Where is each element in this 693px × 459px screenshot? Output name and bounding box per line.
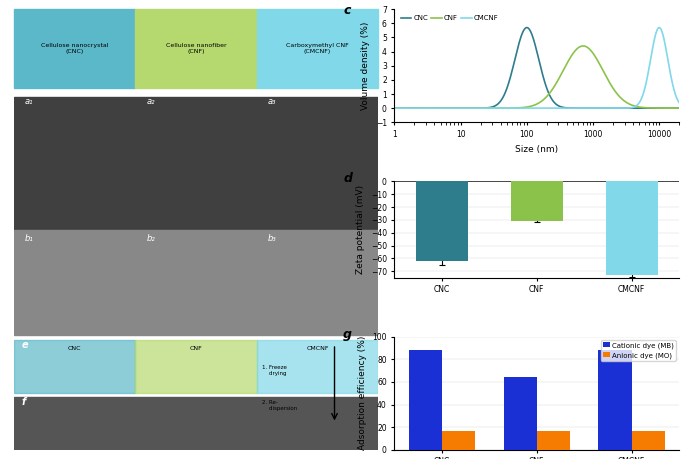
CNC (586, 106, 595, 111)
CNC (523, 25, 531, 30)
Text: 1. Freeze
    drying: 1. Freeze drying (262, 365, 286, 376)
Line: CNC: CNC (394, 28, 679, 108)
CMCNF (586, 106, 594, 111)
Text: 2. Re-
    dispersion: 2. Re- dispersion (262, 400, 297, 411)
Bar (442, 431, 475, 450)
CNC (613, 106, 621, 111)
Bar (409, 350, 442, 450)
CMCNF (612, 106, 620, 111)
Text: g: g (343, 328, 352, 341)
Y-axis label: Zeta potential (mV): Zeta potential (mV) (356, 185, 365, 274)
Bar (511, 181, 563, 221)
Legend: CNC, CNF, CMCNF: CNC, CNF, CMCNF (398, 13, 502, 24)
Bar (537, 431, 570, 450)
Bar (599, 350, 632, 450)
Text: b₁: b₁ (25, 234, 33, 243)
Text: Carboxymethyl CNF
(CMCNF): Carboxymethyl CNF (CMCNF) (286, 44, 349, 54)
Bar (135, 230, 257, 335)
Bar (14, 397, 378, 450)
CMCNF (655, 25, 663, 30)
Text: a₂: a₂ (146, 97, 155, 106)
Legend: Cationic dye (MB), Anionic dye (MO): Cationic dye (MB), Anionic dye (MO) (601, 340, 676, 361)
Bar (257, 9, 378, 89)
Text: f: f (21, 397, 26, 407)
CNC (675, 106, 683, 111)
CNF (617, 96, 626, 101)
Bar (257, 340, 378, 392)
Text: CNC: CNC (68, 346, 81, 351)
CMCNF (419, 106, 428, 111)
Bar (504, 377, 537, 450)
Y-axis label: Volume density (%): Volume density (%) (361, 22, 370, 110)
Text: a₃: a₃ (267, 97, 277, 106)
Text: d: d (343, 172, 352, 185)
Bar (14, 340, 135, 392)
CNF (505, 106, 514, 111)
Line: CNF: CNF (394, 46, 679, 108)
CNC (516, 38, 524, 43)
CMCNF (675, 100, 683, 105)
CNF (579, 43, 587, 49)
CMCNF (516, 106, 524, 111)
Bar (632, 431, 665, 450)
CMCNF (505, 106, 514, 111)
CMCNF (390, 106, 398, 111)
Text: b₂: b₂ (146, 234, 155, 243)
CMCNF (617, 106, 626, 111)
CNC (390, 106, 398, 111)
CNF (675, 106, 683, 111)
CNC (419, 106, 428, 111)
Bar (14, 97, 378, 230)
Bar (14, 9, 135, 89)
Line: CMCNF: CMCNF (394, 28, 679, 108)
X-axis label: Size (nm): Size (nm) (515, 145, 559, 153)
Text: e: e (21, 340, 28, 350)
Bar (135, 340, 257, 392)
CNF (390, 106, 398, 111)
CNF (613, 90, 621, 96)
Bar (135, 9, 257, 89)
CNF (586, 47, 595, 52)
Text: a₁: a₁ (25, 97, 33, 106)
Text: Cellulose nanofiber
(CNF): Cellulose nanofiber (CNF) (166, 44, 227, 54)
Bar (416, 181, 468, 261)
Text: Cellulose nanocrystal
(CNC): Cellulose nanocrystal (CNC) (41, 44, 108, 54)
Bar (606, 181, 658, 275)
CNC (617, 106, 626, 111)
Bar (14, 230, 135, 335)
Text: c: c (343, 4, 351, 17)
Text: CMCNF: CMCNF (306, 346, 328, 351)
Y-axis label: Adsorption efficiency (%): Adsorption efficiency (%) (358, 336, 367, 450)
Text: CNF: CNF (190, 346, 202, 351)
Bar (257, 230, 378, 335)
Text: b₃: b₃ (267, 234, 277, 243)
CNF (516, 105, 524, 111)
CNF (419, 106, 428, 111)
CNC (505, 77, 514, 83)
